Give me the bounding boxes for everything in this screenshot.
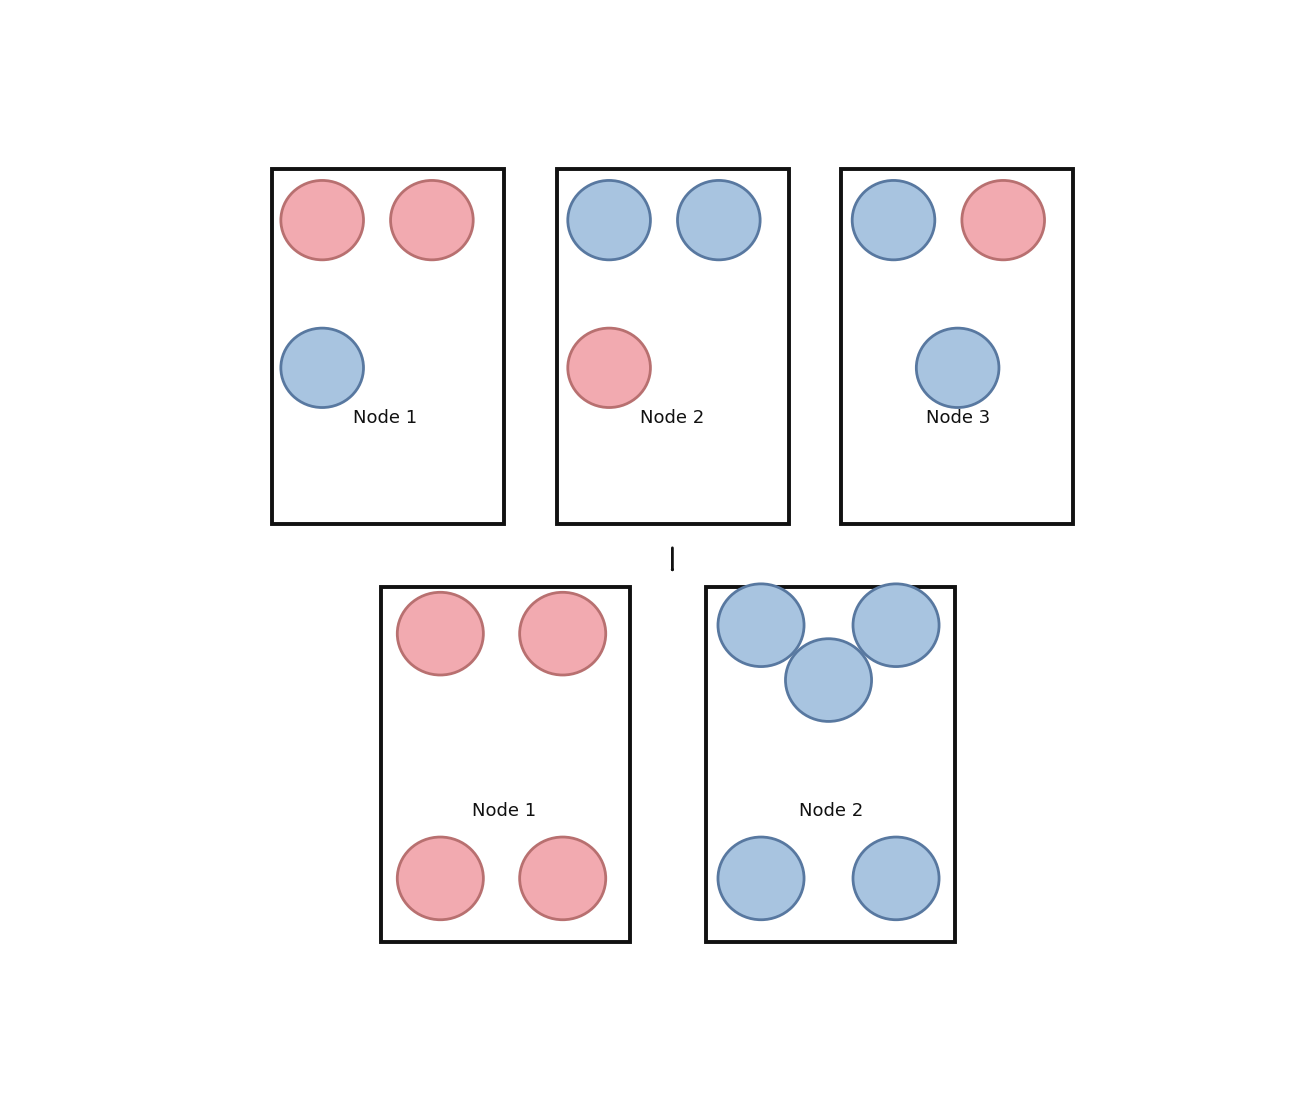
- Ellipse shape: [520, 592, 606, 675]
- Text: Node 2: Node 2: [799, 802, 863, 820]
- Ellipse shape: [718, 584, 804, 666]
- Ellipse shape: [962, 181, 1044, 260]
- Ellipse shape: [391, 181, 474, 260]
- Bar: [841, 170, 1073, 524]
- Text: Node 1: Node 1: [353, 410, 417, 427]
- Ellipse shape: [853, 584, 939, 666]
- Ellipse shape: [398, 592, 483, 675]
- Ellipse shape: [916, 328, 998, 408]
- Ellipse shape: [398, 837, 483, 920]
- Text: Node 2: Node 2: [640, 410, 705, 427]
- Bar: [382, 587, 630, 941]
- Ellipse shape: [520, 837, 606, 920]
- Ellipse shape: [281, 181, 363, 260]
- Ellipse shape: [718, 837, 804, 920]
- Ellipse shape: [677, 181, 760, 260]
- Bar: [272, 170, 504, 524]
- Bar: [556, 170, 789, 524]
- Ellipse shape: [853, 181, 935, 260]
- Ellipse shape: [568, 328, 651, 408]
- Bar: [706, 587, 955, 941]
- Ellipse shape: [568, 181, 651, 260]
- Ellipse shape: [853, 837, 939, 920]
- Text: Node 1: Node 1: [471, 802, 535, 820]
- Text: Node 3: Node 3: [925, 410, 989, 427]
- Ellipse shape: [786, 639, 871, 721]
- Ellipse shape: [281, 328, 363, 408]
